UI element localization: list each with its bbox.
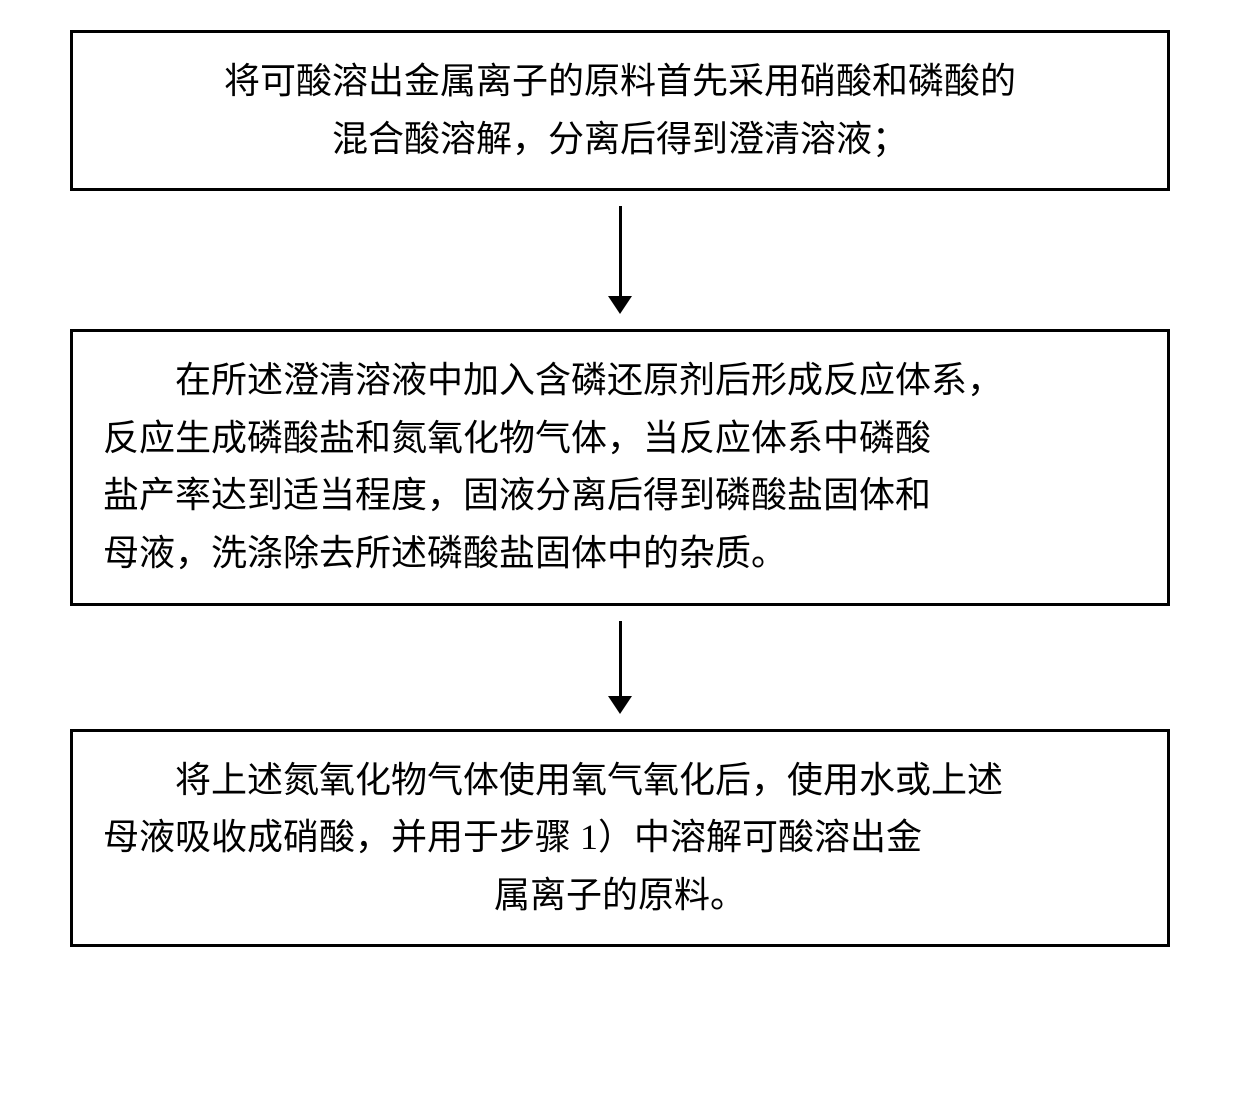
- arrow-2-line: [619, 621, 622, 696]
- flowchart-container: 将可酸溶出金属离子的原料首先采用硝酸和磷酸的 混合酸溶解，分离后得到澄清溶液； …: [60, 30, 1180, 947]
- arrow-2: [608, 621, 632, 714]
- step-1-line-2: 混合酸溶解，分离后得到澄清溶液；: [332, 119, 908, 159]
- step-2-line-1: 在所述澄清溶液中加入含磷还原剂后形成反应体系，: [103, 352, 1137, 410]
- arrow-2-head: [608, 696, 632, 714]
- step-3-line-3: 属离子的原料。: [103, 867, 1137, 925]
- step-2-line-3: 盐产率达到适当程度，固液分离后得到磷酸盐固体和: [103, 475, 931, 515]
- flowchart-step-1: 将可酸溶出金属离子的原料首先采用硝酸和磷酸的 混合酸溶解，分离后得到澄清溶液；: [70, 30, 1170, 191]
- step-3-line-2: 母液吸收成硝酸，并用于步骤 1）中溶解可酸溶出金: [103, 817, 922, 857]
- step-2-line-4: 母液，洗涤除去所述磷酸盐固体中的杂质。: [103, 533, 787, 573]
- step-1-line-1: 将可酸溶出金属离子的原料首先采用硝酸和磷酸的: [224, 61, 1016, 101]
- step-3-line-1: 将上述氮氧化物气体使用氧气氧化后，使用水或上述: [103, 752, 1137, 810]
- flowchart-step-2: 在所述澄清溶液中加入含磷还原剂后形成反应体系， 反应生成磷酸盐和氮氧化物气体，当…: [70, 329, 1170, 605]
- arrow-1-head: [608, 296, 632, 314]
- arrow-1: [608, 206, 632, 314]
- flowchart-step-3: 将上述氮氧化物气体使用氧气氧化后，使用水或上述 母液吸收成硝酸，并用于步骤 1）…: [70, 729, 1170, 948]
- step-2-line-2: 反应生成磷酸盐和氮氧化物气体，当反应体系中磷酸: [103, 418, 931, 458]
- arrow-1-line: [619, 206, 622, 296]
